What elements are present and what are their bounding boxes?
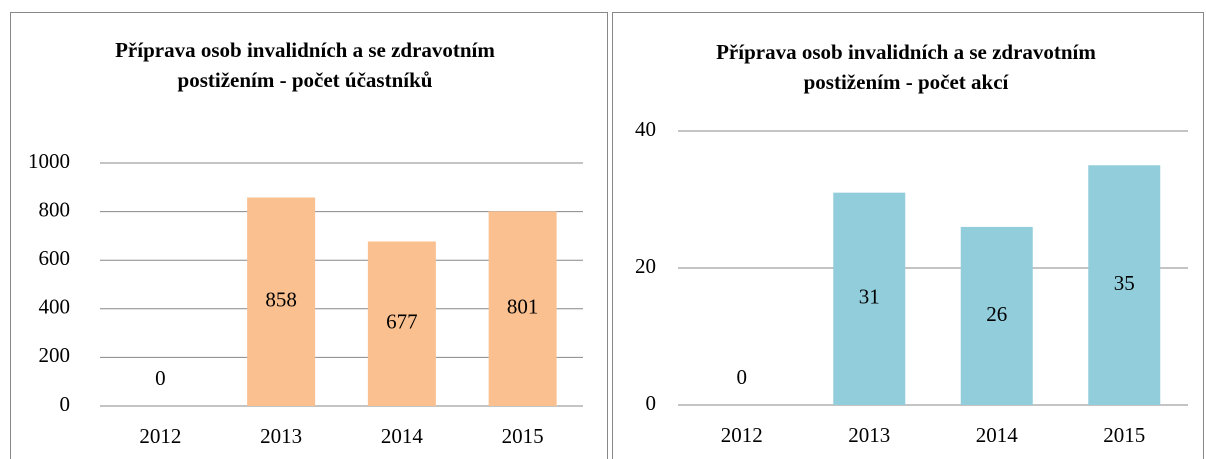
x-tick-label: 2013: [260, 424, 302, 448]
y-tick-label: 400: [39, 295, 71, 319]
bar: [488, 211, 557, 406]
data-label: 0: [737, 365, 748, 389]
x-tick-label: 2014: [976, 423, 1019, 447]
x-tick-label: 2013: [848, 423, 890, 447]
chart-title: Příprava osob invalidních a se zdravotní…: [716, 40, 1096, 94]
y-tick-label: 1000: [28, 149, 70, 173]
data-label: 801: [507, 294, 539, 318]
data-label: 0: [155, 366, 166, 390]
chart-title: Příprava osob invalidních a se zdravotní…: [115, 38, 495, 92]
x-tick-label: 2015: [502, 424, 544, 448]
data-label: 858: [265, 288, 297, 312]
bar: [1088, 165, 1161, 405]
bar: [247, 197, 316, 406]
y-tick-label: 40: [635, 117, 656, 141]
x-tick-label: 2015: [1103, 423, 1145, 447]
y-tick-label: 0: [60, 392, 71, 416]
y-tick-label: 800: [39, 197, 71, 221]
y-tick-label: 600: [39, 246, 71, 270]
bar: [833, 192, 906, 405]
x-tick-label: 2012: [139, 424, 181, 448]
bar: [960, 226, 1033, 405]
y-tick-label: 200: [39, 343, 71, 367]
x-tick-label: 2014: [381, 424, 424, 448]
data-label: 31: [859, 285, 880, 309]
data-label: 26: [986, 302, 1007, 326]
panel-border: [612, 12, 1204, 459]
data-label: 677: [386, 310, 418, 334]
panel-border: [10, 12, 608, 459]
bar: [367, 241, 436, 406]
data-label: 35: [1114, 271, 1135, 295]
x-tick-label: 2012: [721, 423, 763, 447]
y-tick-label: 0: [646, 391, 657, 415]
y-tick-label: 20: [635, 254, 656, 278]
